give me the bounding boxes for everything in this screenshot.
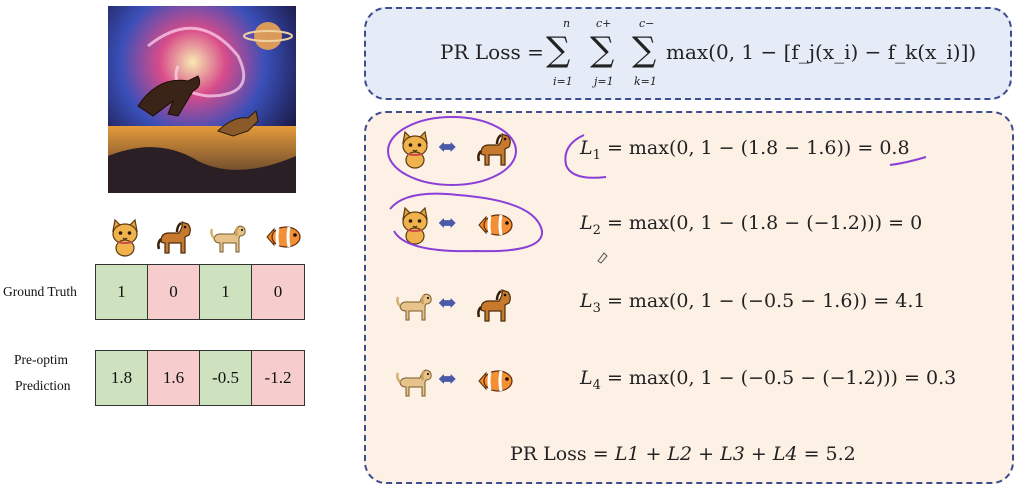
loss-sub-3: 3 <box>592 300 601 316</box>
loss-name-3: L <box>580 290 593 312</box>
loss-expr-2: = max(0, 1 − (1.8 − (−1.2))) = <box>606 212 905 234</box>
pen-cursor-icon <box>597 252 608 264</box>
formula-panel: PR Loss = n ∑ i=1 c+ ∑ j=1 c− ∑ k=1 max(… <box>364 7 1012 100</box>
loss-result-1: 0.8 <box>879 137 910 159</box>
ground-truth-cell-fish: 0 <box>252 265 304 319</box>
pair-dog-fish: ⬌ <box>392 359 522 403</box>
pair-dog-horse: ⬌ <box>392 283 522 327</box>
loss-expr-3: = max(0, 1 − (−0.5 − 1.6)) = <box>606 290 890 312</box>
dog-icon <box>208 217 250 257</box>
double-arrow-icon: ⬌ <box>438 291 457 316</box>
loss-equation-3: L3 = max(0, 1 − (−0.5 − 1.6)) = 4.1 <box>580 290 925 316</box>
double-arrow-icon: ⬌ <box>438 367 457 392</box>
sum-j-symbol: ∑ <box>590 30 615 70</box>
pair-cat-fish: ⬌ <box>392 203 522 247</box>
prediction-cell-fish: -1.2 <box>252 351 304 405</box>
prediction-cell-dog: -0.5 <box>200 351 252 405</box>
loss-result-4: 0.3 <box>925 367 957 389</box>
loss-expr-1: = max(0, 1 − (1.8 − 1.6)) = <box>606 137 874 159</box>
ground-truth-cell-horse: 0 <box>148 265 200 319</box>
pred-label-line2: Prediction <box>15 378 71 393</box>
sum-k-symbol: ∑ <box>632 30 657 70</box>
ground-truth-cell-cat: 1 <box>96 265 148 319</box>
ground-truth-label: Ground Truth <box>3 284 77 299</box>
total-result: = 5.2 <box>803 443 856 465</box>
pair-cat-horse: ⬌ <box>392 127 522 171</box>
total-terms: L1 + L2 + L3 + L4 <box>614 443 798 465</box>
sum-i-symbol: ∑ <box>546 30 571 70</box>
double-arrow-icon: ⬌ <box>438 211 457 236</box>
sum-j-top: c+ <box>596 17 612 30</box>
prediction-table: 1.8 1.6 -0.5 -1.2 <box>95 350 305 406</box>
total-lhs: PR Loss = <box>510 443 609 465</box>
loss-result-2: 0 <box>910 212 923 234</box>
loss-equation-2: L2 = max(0, 1 − (1.8 − (−1.2))) = 0 <box>580 212 922 238</box>
formula-body: max(0, 1 − [f_j(x_i) − f_k(x_i)]) <box>666 40 977 64</box>
sum-k-bottom: k=1 <box>634 75 657 88</box>
fish-icon <box>474 361 516 401</box>
loss-equation-4: L4 = max(0, 1 − (−0.5 − (−1.2))) = 0.3 <box>580 367 956 393</box>
loss-expr-4: = max(0, 1 − (−0.5 − (−1.2))) = <box>606 367 920 389</box>
horse-icon <box>154 217 196 257</box>
horse-icon <box>474 129 516 169</box>
cat-icon <box>104 217 146 257</box>
loss-name-1: L <box>580 137 593 159</box>
loss-name-2: L <box>580 212 593 234</box>
sum-k-top: c− <box>639 17 655 30</box>
prediction-cell-cat: 1.8 <box>96 351 148 405</box>
cat-icon <box>394 129 436 169</box>
loss-name-4: L <box>580 367 593 389</box>
loss-sub-4: 4 <box>592 377 601 393</box>
ground-truth-cell-dog: 1 <box>200 265 252 319</box>
dog-icon <box>394 285 436 325</box>
prediction-cell-horse: 1.6 <box>148 351 200 405</box>
fish-icon <box>262 217 304 257</box>
loss-equation-1: L1 = max(0, 1 − (1.8 − 1.6)) = 0.8 <box>580 137 910 163</box>
horse-icon <box>474 285 516 325</box>
loss-sub-2: 2 <box>592 222 601 238</box>
ground-truth-table: 1 0 1 0 <box>95 264 305 320</box>
loss-result-3: 4.1 <box>895 290 926 312</box>
sum-i-bottom: i=1 <box>553 75 573 88</box>
cat-icon <box>394 205 436 245</box>
double-arrow-icon: ⬌ <box>438 135 457 160</box>
dog-icon <box>394 361 436 401</box>
galaxy-animals-illustration <box>108 6 296 193</box>
pred-label-line1: Pre-optim <box>14 352 68 367</box>
sum-j-bottom: j=1 <box>594 75 614 88</box>
loss-sub-1: 1 <box>592 147 601 163</box>
formula-lhs: PR Loss = <box>440 40 544 64</box>
total-loss-equation: PR Loss = L1 + L2 + L3 + L4 = 5.2 <box>510 443 856 465</box>
sum-i-top: n <box>563 17 571 30</box>
example-panel: ⬌ ⬌ ⬌ ⬌ L1 = max(0, 1 − (1.8 − 1.6)) = 0… <box>364 111 1014 484</box>
fish-icon <box>474 205 516 245</box>
